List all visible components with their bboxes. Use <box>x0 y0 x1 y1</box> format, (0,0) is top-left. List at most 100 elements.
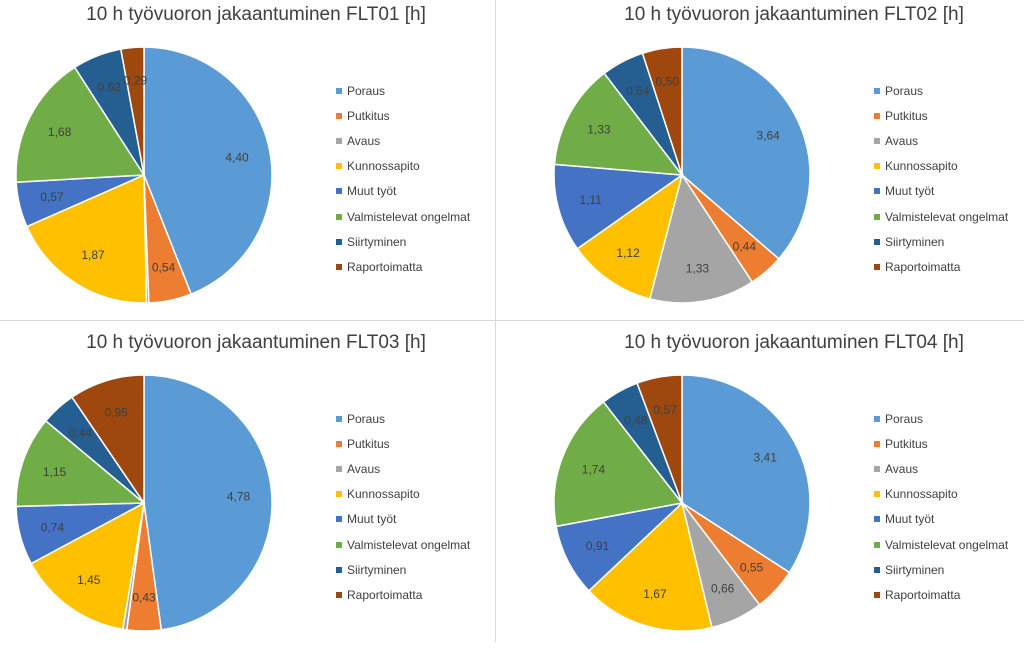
data-label-putkitus: 0,54 <box>152 261 176 275</box>
legend-swatch <box>874 87 880 94</box>
pie-chart-flt02: 3,64 0,44 1,33 1,12 1,11 1,33 0,54 0,50 <box>553 46 811 304</box>
pie-chart-flt03: 4,78 0,43 1,45 0,74 1,15 0,44 0,95 <box>15 374 273 632</box>
legend-swatch <box>336 213 342 220</box>
legend-swatch <box>874 516 880 523</box>
legend-label: Poraus <box>347 411 386 426</box>
vertical-divider <box>495 0 496 642</box>
legend-item-muut-tyot: Muut työt <box>874 507 1008 532</box>
data-label-raportoimatta: 0,50 <box>656 74 680 88</box>
pie-slice-kunnossapito <box>587 501 713 632</box>
legend-label: Avaus <box>885 133 919 148</box>
legend-item-kunnossapito: Kunnossapito <box>336 154 470 179</box>
legend-item-kunnossapito: Kunnossapito <box>874 154 1008 179</box>
pie-slice-raportoimatta <box>119 46 145 176</box>
data-label-valmistelevat-ongelmat: 1,15 <box>43 465 67 479</box>
data-label-siirtyminen: 0,48 <box>624 413 648 427</box>
chart-panel-flt04: 10 h työvuoron jakaantuminen FLT04 [h] 3… <box>538 328 1024 649</box>
legend-item-avaus: Avaus <box>336 128 470 153</box>
legend-swatch <box>874 591 880 598</box>
pie-slice-raportoimatta <box>636 374 683 504</box>
legend-label: Kunnossapito <box>885 159 958 174</box>
pie-chart-flt01: 4,40 0,54 1,87 0,57 1,68 0,62 0,29 <box>15 46 273 304</box>
pie-slice-muut-tyot <box>553 163 685 250</box>
legend-item-siirtyminen: Siirtyminen <box>874 229 1008 254</box>
legend-swatch <box>336 112 342 119</box>
pie-slice-raportoimatta <box>641 46 683 176</box>
data-label-putkitus: 0,44 <box>733 239 757 253</box>
legend-swatch <box>874 163 880 170</box>
data-label-kunnossapito: 1,45 <box>77 573 101 587</box>
legend-item-putkitus: Putkitus <box>336 431 470 456</box>
data-label-avaus: 0,66 <box>711 582 735 596</box>
legend-label: Valmistelevat ongelmat <box>347 537 471 552</box>
data-label-valmistelevat-ongelmat: 1,68 <box>48 125 72 139</box>
legend-swatch <box>336 566 342 573</box>
pie-slice-valmistelevat-ongelmat <box>553 400 684 528</box>
chart-title: 10 h työvuoron jakaantuminen FLT02 [h] <box>624 4 964 25</box>
legend-label: Raportoimatta <box>347 259 423 274</box>
pie-slice-kunnossapito <box>30 501 145 631</box>
legend-label: Poraus <box>885 411 924 426</box>
pie-slice-kunnossapito <box>576 173 684 300</box>
legend-label: Avaus <box>885 461 919 476</box>
legend-swatch <box>336 591 342 598</box>
horizontal-divider <box>0 320 1024 321</box>
legend-item-putkitus: Putkitus <box>874 103 1008 128</box>
data-label-raportoimatta: 0,29 <box>124 74 148 88</box>
pie-slice-valmistelevat-ongelmat <box>15 419 147 508</box>
legend-label: Putkitus <box>347 436 390 451</box>
data-label-muut-tyot: 0,74 <box>41 520 65 534</box>
legend-swatch <box>874 188 880 195</box>
data-label-muut-tyot: 1,11 <box>579 193 602 207</box>
legend-label: Raportoimatta <box>885 259 961 274</box>
legend-item-valmistelevat-ongelmat: Valmistelevat ongelmat <box>336 204 470 229</box>
legend-swatch <box>336 137 342 144</box>
legend-item-raportoimatta: Raportoimatta <box>874 582 1008 607</box>
legend-label: Kunnossapito <box>347 487 420 502</box>
legend-swatch <box>336 87 342 94</box>
data-label-poraus: 4,78 <box>227 490 251 504</box>
legend-label: Muut työt <box>885 512 935 527</box>
legend-label: Muut työt <box>347 512 397 527</box>
legend-label: Kunnossapito <box>885 487 958 502</box>
data-label-avaus: 1,33 <box>686 261 710 275</box>
legend-label: Muut työt <box>347 184 397 199</box>
pie-slice-valmistelevat-ongelmat <box>15 66 146 184</box>
legend-swatch <box>874 491 880 498</box>
legend-swatch <box>874 465 880 472</box>
legend-label: Valmistelevat ongelmat <box>885 537 1009 552</box>
legend-label: Poraus <box>885 83 924 98</box>
legend-label: Avaus <box>347 461 381 476</box>
legend-item-avaus: Avaus <box>874 456 1008 481</box>
legend-swatch <box>336 491 342 498</box>
data-label-putkitus: 0,55 <box>740 560 764 574</box>
legend-item-muut-tyot: Muut työt <box>336 179 470 204</box>
legend-item-kunnossapito: Kunnossapito <box>874 482 1008 507</box>
pie-slice-poraus <box>143 46 273 295</box>
data-label-siirtyminen: 0,54 <box>626 84 650 98</box>
legend-label: Siirtyminen <box>885 234 945 249</box>
legend-label: Siirtyminen <box>347 562 407 577</box>
data-label-kunnossapito: 1,12 <box>616 246 640 260</box>
pie-slice-valmistelevat-ongelmat <box>553 72 684 176</box>
data-label-siirtyminen: 0,44 <box>69 426 93 440</box>
legend-swatch <box>874 566 880 573</box>
legend-swatch <box>336 188 342 195</box>
legend-item-poraus: Poraus <box>874 78 1008 103</box>
chart-panel-flt01: 10 h työvuoron jakaantuminen FLT01 [h] 4… <box>0 0 512 321</box>
chart-title: 10 h työvuoron jakaantuminen FLT03 [h] <box>86 332 426 353</box>
data-label-raportoimatta: 0,95 <box>104 405 128 419</box>
data-label-kunnossapito: 1,87 <box>81 248 105 262</box>
chart-panel-flt02: 10 h työvuoron jakaantuminen FLT02 [h] 3… <box>538 0 1024 321</box>
legend-swatch <box>336 163 342 170</box>
legend-swatch <box>874 238 880 245</box>
legend-item-siirtyminen: Siirtyminen <box>336 229 470 254</box>
legend-item-putkitus: Putkitus <box>336 103 470 128</box>
chart-title: 10 h työvuoron jakaantuminen FLT01 [h] <box>86 4 426 25</box>
legend-item-poraus: Poraus <box>874 406 1008 431</box>
legend-swatch <box>874 440 880 447</box>
legend-label: Valmistelevat ongelmat <box>885 209 1009 224</box>
pie-chart-flt04: 3,41 0,55 0,66 1,67 0,91 1,74 0,48 0,57 <box>553 374 811 632</box>
legend-label: Putkitus <box>347 108 390 123</box>
legend-item-siirtyminen: Siirtyminen <box>874 557 1008 582</box>
